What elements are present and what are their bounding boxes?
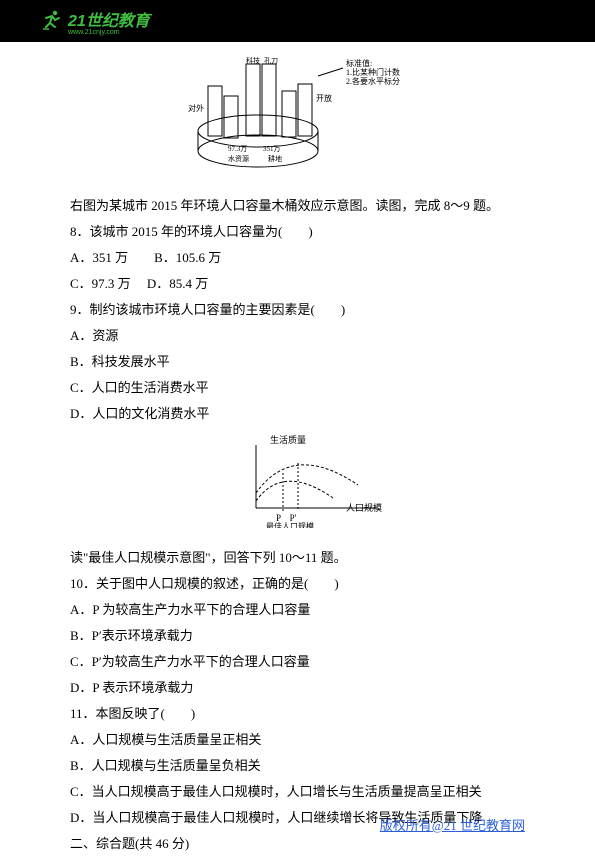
intro-10-11: 读"最佳人口规模示意图"，回答下列 10～11 题。 [70,545,525,571]
svg-text:2.各要水平标分: 2.各要水平标分 [346,76,400,86]
logo: 21世纪教育 www.21cnjy.com [40,7,150,36]
q9-opt-c: C．人口的生活消费水平 [70,375,525,401]
q11-opt-c: C．当人口规模高于最佳人口规模时，人口增长与生活质量提高呈正相关 [70,779,525,805]
svg-text:1.比某种门计数: 1.比某种门计数 [346,67,400,77]
q10-stem: 10．关于图中人口规模的叙述，正确的是( ) [70,571,525,597]
section-2-heading: 二、综合题(共 46 分) [70,831,525,857]
q8-opt-cd: C．97.3 万 D．85.4 万 [70,271,525,297]
barrel-diagram: 标准值: 1.比某种门计数 2.各要水平标分 科技 孔刀 对外 开放 97.3万… [70,50,525,193]
q10-opt-c: C．P′为较高生产力水平下的合理人口容量 [70,649,525,675]
q8-opt-ab: A．351 万 B．105.6 万 [70,245,525,271]
q10-opt-b: B．P′表示环境承载力 [70,623,525,649]
curve-diagram: 生活质量 P P' 人口规模 最佳人口规模 [70,427,525,545]
footer-copyright: 版权所有@21 世纪教育网 [380,815,525,834]
logo-text: 21世纪教育 [68,7,150,31]
svg-text:生活质量: 生活质量 [270,434,306,445]
svg-text:孔刀: 孔刀 [264,57,278,65]
intro-8-9: 右图为某城市 2015 年环境人口容量木桶效应示意图。读图，完成 8～9 题。 [70,193,525,219]
svg-text:耕地: 耕地 [268,154,282,163]
q9-opt-b: B．科技发展水平 [70,349,525,375]
svg-text:开放: 开放 [316,93,332,103]
svg-text:水资源: 水资源 [228,154,249,163]
header-bar: 21世纪教育 www.21cnjy.com [0,0,595,42]
q10-opt-d: D．P 表示环境承载力 [70,675,525,701]
q11-opt-a: A．人口规模与生活质量呈正相关 [70,727,525,753]
q11-stem: 11．本图反映了( ) [70,701,525,727]
svg-text:科技: 科技 [246,56,260,65]
runner-icon [40,9,64,33]
q8-stem: 8．该城市 2015 年的环境人口容量为( ) [70,219,525,245]
svg-text:最佳人口规模: 最佳人口规模 [266,521,314,528]
q9-stem: 9．制约该城市环境人口容量的主要因素是( ) [70,297,525,323]
q11-opt-b: B．人口规模与生活质量呈负相关 [70,753,525,779]
page-content: 标准值: 1.比某种门计数 2.各要水平标分 科技 孔刀 对外 开放 97.3万… [0,42,595,857]
svg-text:97.3万: 97.3万 [228,145,247,153]
q9-opt-d: D．人口的文化消费水平 [70,401,525,427]
q10-opt-a: A．P 为较高生产力水平下的合理人口容量 [70,597,525,623]
q9-opt-a: A．资源 [70,323,525,349]
svg-text:对外: 对外 [188,103,204,113]
svg-text:351万: 351万 [263,145,281,153]
svg-text:标准值:: 标准值: [346,58,372,68]
